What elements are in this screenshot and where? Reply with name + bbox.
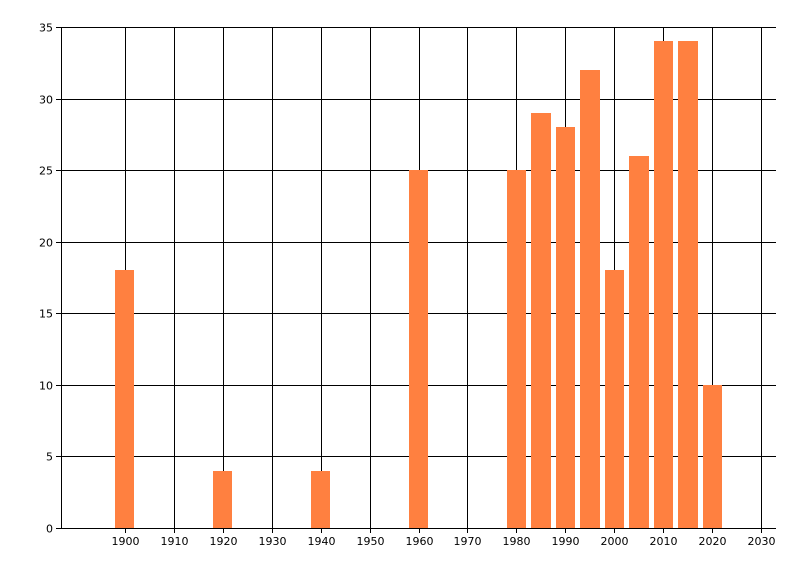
x-tick-label: 1970	[454, 535, 482, 548]
x-tick-label: 1990	[552, 535, 580, 548]
x-tick-label: 1940	[308, 535, 336, 548]
bar	[703, 385, 722, 528]
x-tick-label: 1920	[210, 535, 238, 548]
x-tick-label: 2000	[601, 535, 629, 548]
bar	[654, 41, 673, 528]
bar	[605, 270, 624, 528]
bar	[213, 471, 232, 528]
bar	[409, 170, 428, 528]
x-tick-label: 1950	[357, 535, 385, 548]
bar	[580, 70, 600, 528]
x-tick-label: 1960	[406, 535, 434, 548]
x-tick-labels: 1900 1910 1920 1930 1940 1950 1960 1970 1980 1990…	[112, 535, 776, 548]
x-tick-label: 1930	[259, 535, 287, 548]
y-tick-label: 0	[46, 523, 53, 536]
bar	[678, 41, 698, 528]
y-tick-labels: 0 5 10 15 20 25 30 35	[39, 22, 53, 536]
bar	[556, 127, 575, 528]
x-tick-label: 1980	[503, 535, 531, 548]
bar	[311, 471, 330, 528]
y-tick-label: 15	[39, 308, 53, 321]
x-tick-label: 2010	[650, 535, 678, 548]
y-tick-label: 25	[39, 165, 53, 178]
y-tick-label: 5	[46, 451, 53, 464]
bar	[507, 170, 526, 528]
axes	[56, 27, 776, 533]
y-tick-label: 35	[39, 22, 53, 35]
bar	[629, 156, 649, 528]
x-tick-label: 1900	[112, 535, 140, 548]
bar	[115, 270, 134, 528]
y-tick-label: 10	[39, 380, 53, 393]
x-tick-label: 2030	[748, 535, 776, 548]
y-tick-label: 20	[39, 237, 53, 250]
bars	[115, 41, 722, 528]
y-tick-label: 30	[39, 94, 53, 107]
bar	[531, 113, 551, 528]
x-tick-label: 2020	[699, 535, 727, 548]
x-tick-label: 1910	[161, 535, 189, 548]
